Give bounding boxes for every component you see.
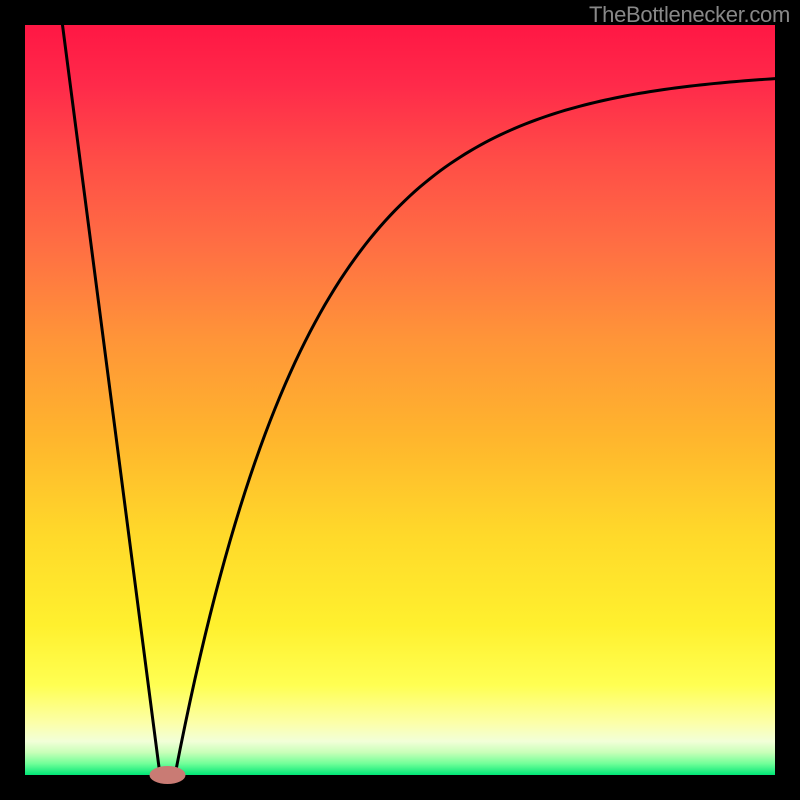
- chart-svg: [0, 0, 800, 800]
- optimal-marker: [150, 766, 186, 784]
- watermark-text: TheBottlenecker.com: [589, 2, 790, 28]
- plot-background: [25, 25, 775, 775]
- bottleneck-chart: [0, 0, 800, 800]
